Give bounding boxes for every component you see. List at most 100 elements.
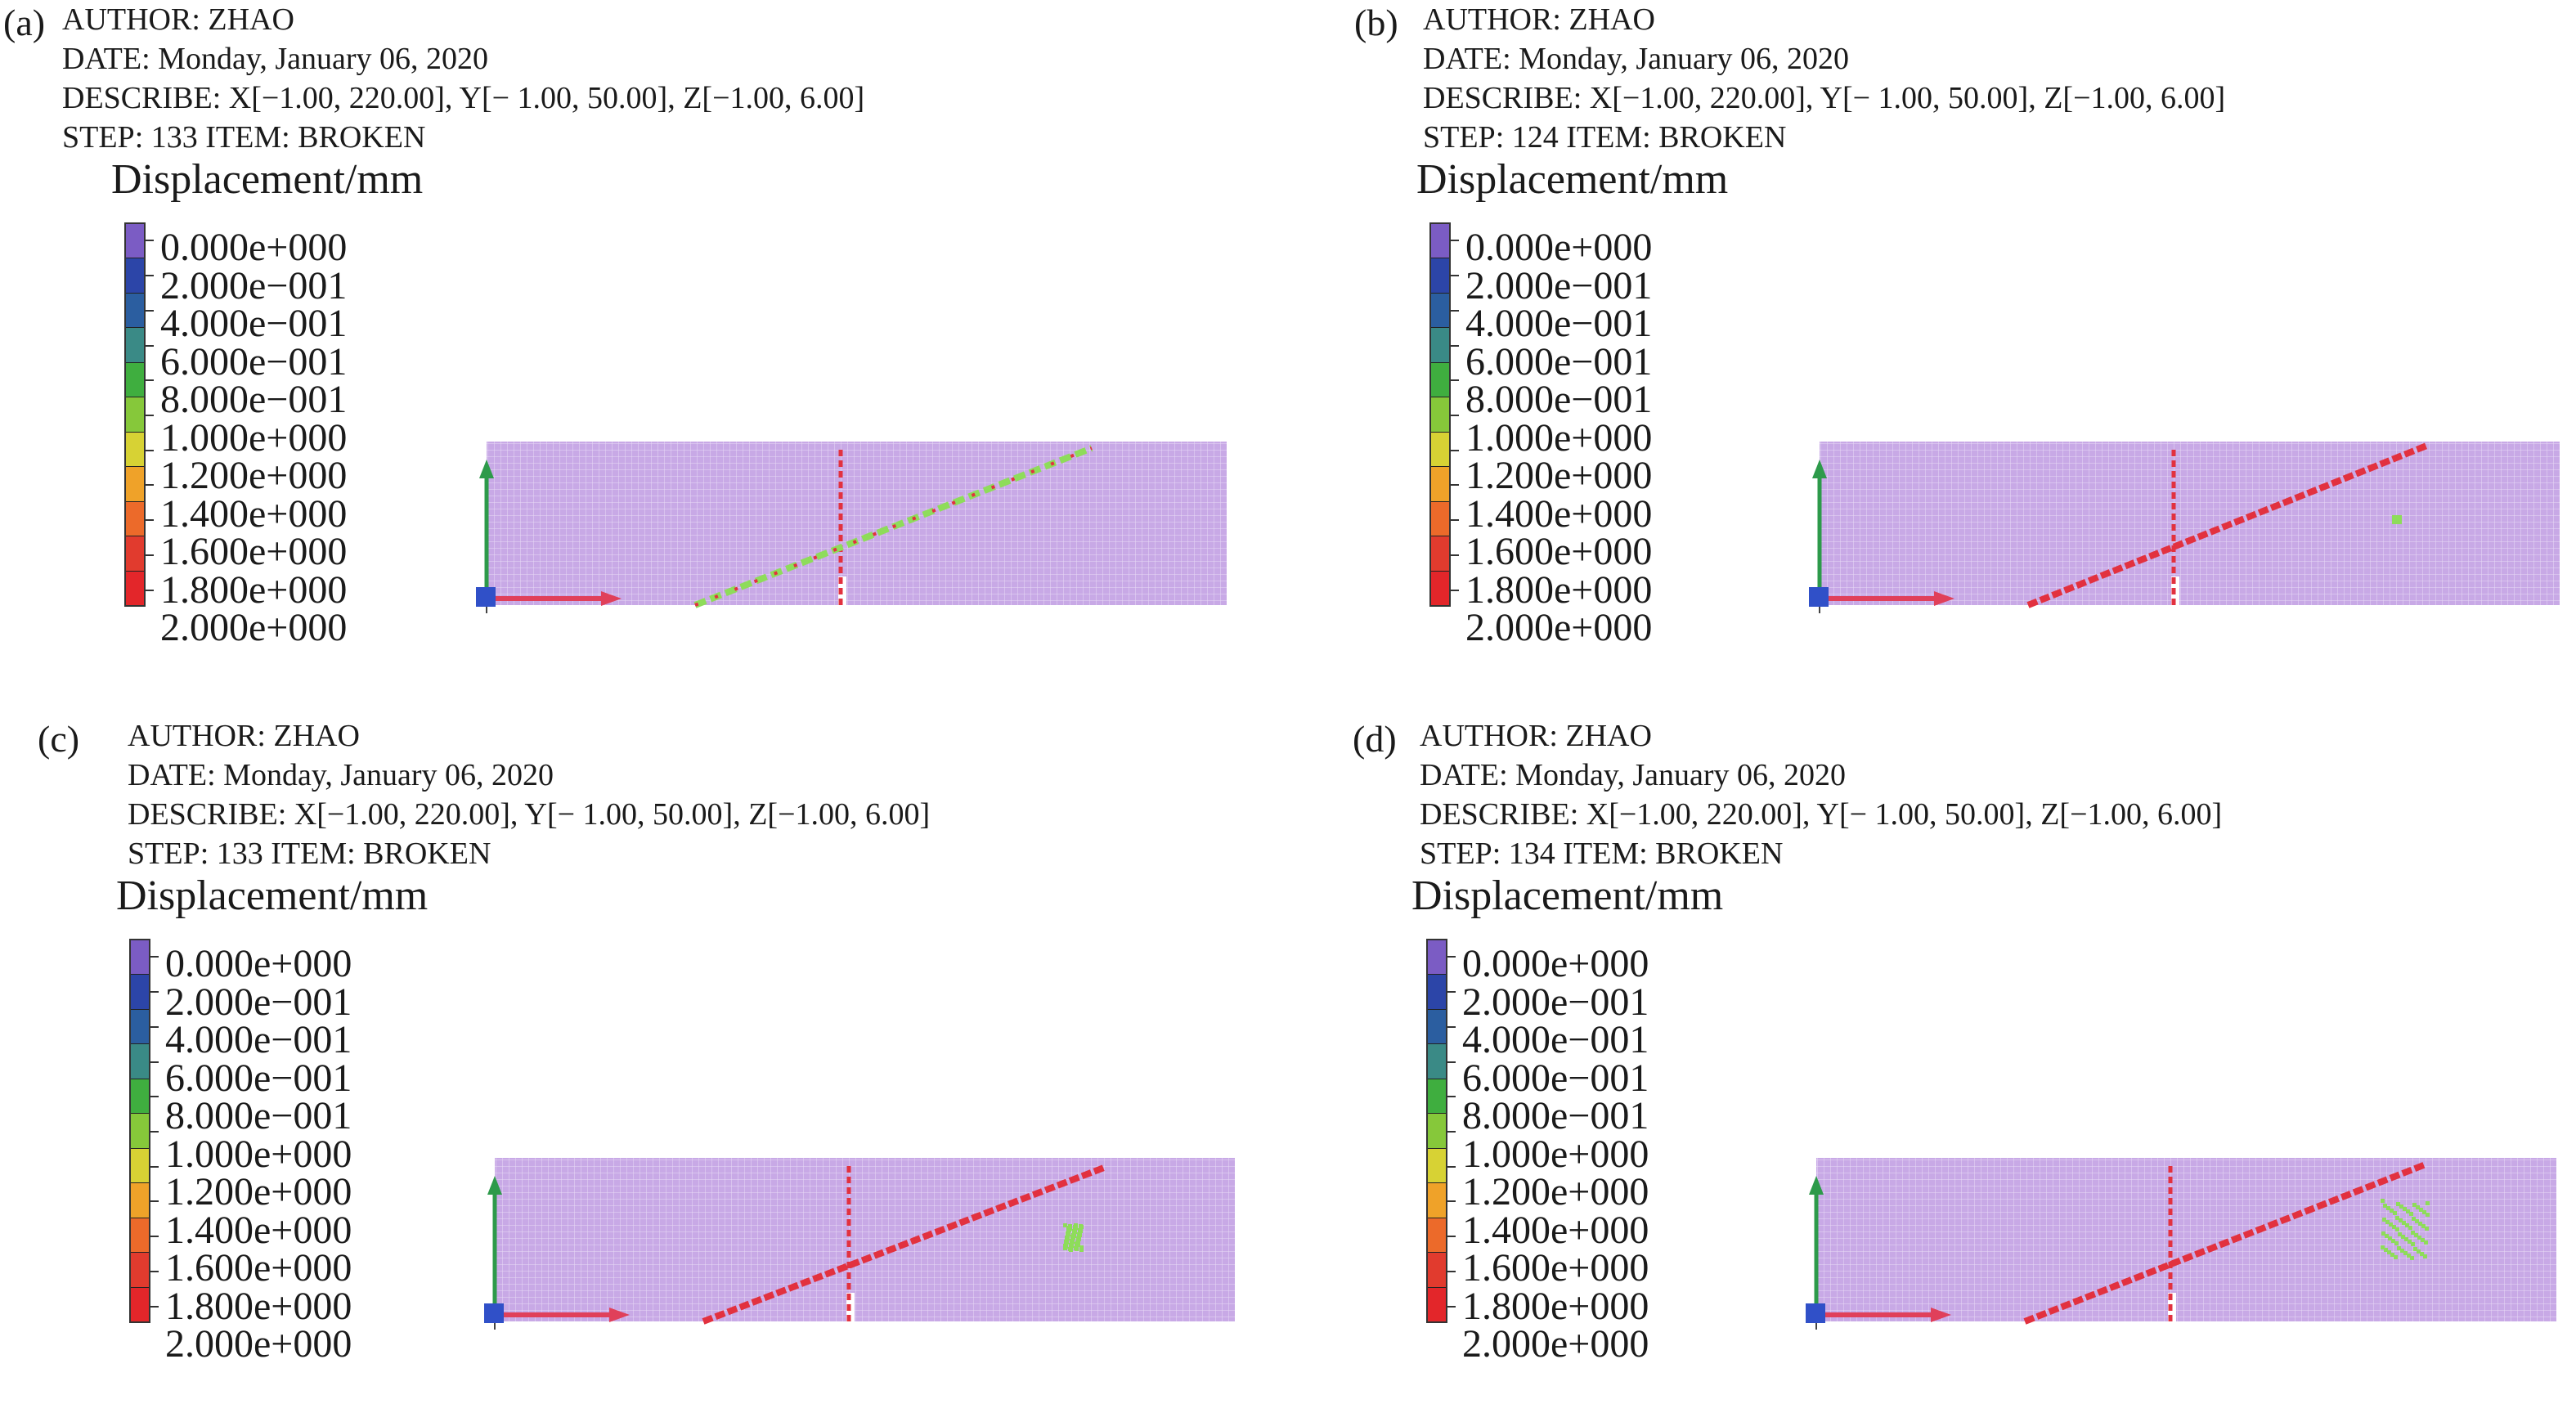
legend-title: Displacement/mm	[1416, 156, 1729, 203]
damage-cell	[1079, 1245, 1084, 1249]
legend-level-label: 6.000e−001	[1462, 1056, 1649, 1100]
legend-swatch	[131, 1009, 149, 1045]
legend-tick	[146, 589, 154, 591]
describe-line: DESCRIBE: X[−1.00, 220.00], Y[− 1.00, 50…	[128, 797, 931, 832]
legend-tick	[1451, 554, 1459, 556]
legend-swatch	[1431, 397, 1449, 433]
legend-swatch	[1428, 1009, 1446, 1045]
panel-label: (d)	[1353, 718, 1397, 760]
info-header: AUTHOR: ZHAO DATE: Monday, January 06, 2…	[1420, 716, 2222, 873]
legend-level-label: 8.000e−001	[1465, 378, 1653, 421]
legend-tick	[1447, 1305, 1456, 1308]
damage-cell	[2425, 1227, 2429, 1231]
info-header: AUTHOR: ZHAO DATE: Monday, January 06, 2…	[62, 0, 864, 157]
legend-tick	[1451, 344, 1459, 347]
damage-cell	[2426, 1213, 2430, 1217]
simulation-view	[1804, 1133, 2573, 1330]
legend-level-label: 4.000e−001	[160, 302, 348, 345]
legend-level-label: 1.000e+000	[165, 1132, 352, 1176]
damage-cell	[2383, 1204, 2387, 1208]
beam-mesh-render	[1809, 442, 2560, 613]
damage-cell	[2390, 1253, 2394, 1257]
legend-tick	[1447, 1270, 1456, 1272]
date-line: DATE: Monday, January 06, 2020	[1420, 758, 1847, 792]
legend-tick	[1447, 1131, 1456, 1133]
describe-line: DESCRIBE: X[−1.00, 220.00], Y[− 1.00, 50…	[1420, 797, 2223, 832]
legend-swatch	[1431, 501, 1449, 537]
damage-cell	[2387, 1250, 2391, 1254]
legend-swatch	[126, 258, 144, 294]
damage-cell	[1066, 1227, 1070, 1231]
legend-tick	[1447, 956, 1456, 958]
damage-cell	[2417, 1236, 2421, 1240]
legend-swatch	[131, 1148, 149, 1184]
damage-cell	[2400, 1249, 2404, 1253]
legend-tick	[146, 379, 154, 382]
legend-swatch	[126, 224, 144, 259]
legend-level-label: 8.000e−001	[160, 378, 348, 421]
simulation-view	[482, 1133, 1251, 1330]
legend-tick	[146, 484, 154, 487]
damage-cell	[2399, 1204, 2403, 1209]
beam-mesh-render	[484, 1158, 1235, 1330]
legend-level-label: 2.000e−001	[1465, 263, 1653, 307]
damage-cell	[2411, 1231, 2415, 1235]
legend-level-label: 1.400e+000	[1462, 1208, 1649, 1252]
damage-cell	[2411, 1242, 2415, 1246]
damage-cell	[2402, 1221, 2406, 1225]
simulation-view	[1807, 417, 2576, 613]
legend-level-label: 1.600e+000	[165, 1246, 352, 1290]
legend-swatch	[126, 571, 144, 605]
legend-level-label: 2.000e−001	[165, 980, 352, 1024]
legend-level-label: 8.000e−001	[165, 1094, 352, 1137]
legend-level-label: 1.800e+000	[165, 1284, 352, 1328]
legend-level-label: 0.000e+000	[160, 226, 348, 269]
damage-cell	[2394, 516, 2398, 520]
damage-cell	[2420, 1252, 2424, 1256]
color-legend-bar	[124, 222, 146, 607]
describe-line: DESCRIBE: X[−1.00, 220.00], Y[− 1.00, 50…	[1423, 81, 2226, 115]
damage-cell	[2403, 1207, 2407, 1211]
damage-cell	[2382, 1218, 2386, 1222]
legend-tick	[150, 1025, 159, 1028]
legend-tick	[1447, 1061, 1456, 1063]
damage-cell	[2391, 1239, 2395, 1243]
date-line: DATE: Monday, January 06, 2020	[128, 758, 554, 792]
simulation-view	[474, 417, 1243, 613]
damage-cell	[2401, 1235, 2405, 1239]
legend-level-label: 1.000e+000	[1462, 1132, 1649, 1176]
damage-cell	[2407, 1254, 2411, 1258]
color-legend-bar	[129, 939, 150, 1323]
legend-tick	[150, 1270, 159, 1272]
legend-level-label: 1.000e+000	[1465, 415, 1653, 460]
legend-swatch	[131, 1079, 149, 1115]
legend-level-label: 6.000e−001	[1465, 339, 1653, 384]
step-line: STEP: 133 ITEM: BROKEN	[62, 120, 426, 155]
panel-d: (d) AUTHOR: ZHAO DATE: Monday, January 0…	[1353, 716, 2576, 1404]
legend-swatch	[126, 467, 144, 502]
legend-level-label: 6.000e−001	[160, 339, 348, 384]
damage-cell	[2424, 1240, 2428, 1245]
legend-tick	[1451, 589, 1459, 591]
legend-labels: 0.000e+000 2.000e−001 4.000e−001 6.000e−001…	[160, 226, 348, 648]
legend-level-label: 0.000e+000	[1465, 226, 1653, 269]
legend-swatch	[1428, 1114, 1446, 1149]
legend-swatch	[1431, 258, 1449, 294]
x-axis-arrowhead	[609, 1308, 630, 1322]
damage-cell	[2421, 1238, 2425, 1242]
damage-cell	[1074, 1246, 1078, 1250]
damage-cell	[2388, 1236, 2392, 1240]
damage-cell	[1070, 1239, 1074, 1243]
legend-ticks	[1447, 939, 1456, 1323]
panel-a: (a) AUTHOR: ZHAO DATE: Monday, January 0…	[3, 0, 1329, 688]
damage-cell	[2392, 1225, 2396, 1229]
legend-tick	[146, 519, 154, 522]
legend-title: Displacement/mm	[116, 872, 429, 919]
legend-level-label: 6.000e−001	[165, 1056, 352, 1100]
damage-cell	[1075, 1242, 1079, 1246]
damage-cell	[2395, 1227, 2399, 1231]
legend-level-label: 1.000e+000	[160, 415, 348, 460]
damage-cell	[1065, 1236, 1069, 1240]
legend-tick	[1447, 1200, 1456, 1203]
legend-level-label: 1.600e+000	[160, 530, 348, 573]
